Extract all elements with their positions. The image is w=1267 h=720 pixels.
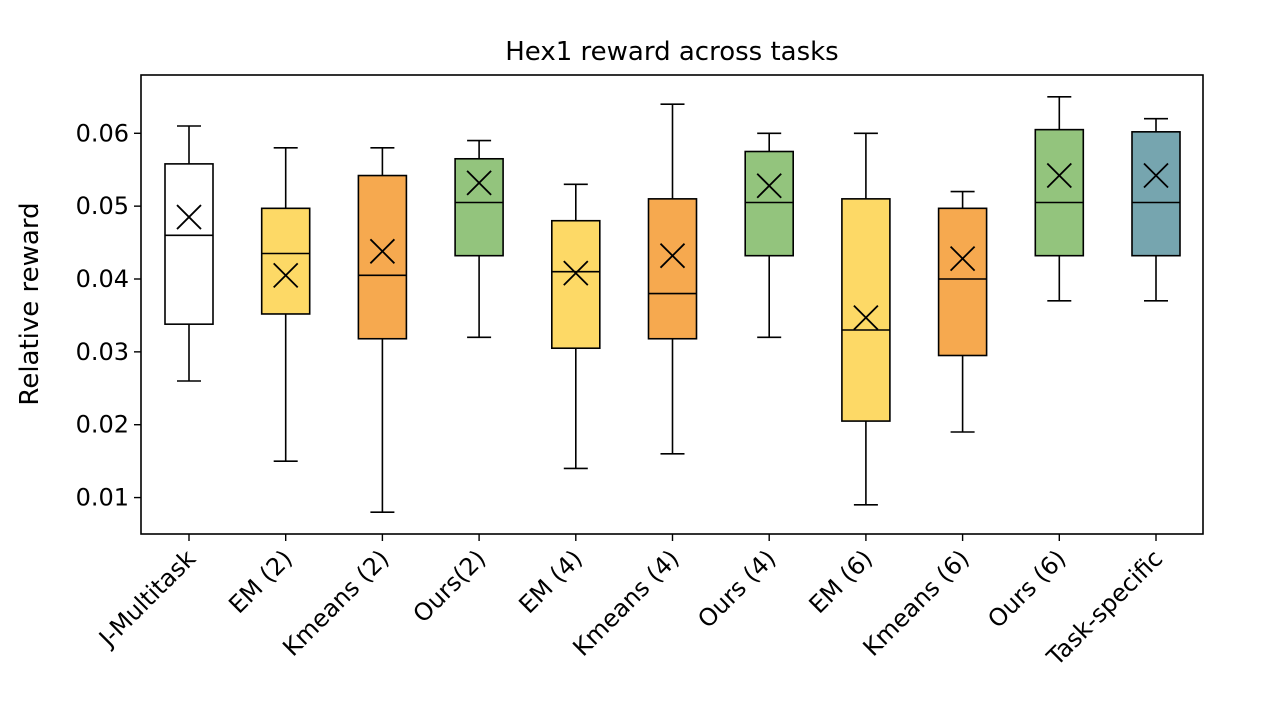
y-tick-label: 0.02 — [76, 411, 129, 439]
y-tick-label: 0.04 — [76, 265, 129, 293]
y-tick-label: 0.06 — [76, 119, 129, 147]
box — [454, 157, 504, 257]
y-tick-label: 0.01 — [76, 484, 129, 512]
mean-marker — [466, 170, 492, 196]
mean-marker — [949, 245, 976, 272]
box — [1034, 128, 1085, 257]
plot-area: 0.01 0.02 0.03 0.04 0.05 0.06 J-Multitask EM (2… — [76, 96, 1181, 672]
mean-marker — [176, 204, 202, 230]
x-tick-label: Ours (6) — [982, 544, 1071, 633]
mean-marker — [756, 173, 782, 199]
mean-marker — [1143, 162, 1169, 189]
chart-title: Hex1 reward across tasks — [505, 37, 838, 67]
box — [744, 150, 795, 257]
plot-frame — [140, 74, 1204, 535]
box — [164, 163, 214, 325]
x-tick-label: EM (6) — [804, 544, 879, 619]
x-tick-label: Ours (4) — [692, 544, 781, 633]
box — [647, 198, 698, 340]
mean-marker — [369, 238, 396, 264]
box — [357, 174, 408, 340]
mean-marker — [273, 262, 299, 288]
box — [841, 198, 891, 422]
mean-marker — [563, 260, 589, 286]
x-tick-label: Ours(2) — [408, 544, 492, 628]
mean-marker — [1046, 162, 1072, 189]
x-tick-label: EM (4) — [513, 544, 588, 619]
mean-marker — [659, 243, 686, 269]
box — [1131, 131, 1181, 257]
box — [260, 207, 311, 315]
mean-marker — [853, 304, 879, 331]
x-tick-label: EM (2) — [223, 544, 298, 619]
y-tick-label: 0.05 — [76, 192, 129, 220]
box — [937, 207, 988, 357]
x-tick-label: J-Multitask — [92, 544, 201, 653]
box — [550, 219, 601, 350]
y-tick-label: 0.03 — [76, 338, 129, 366]
y-axis-label: Relative reward — [15, 202, 45, 405]
